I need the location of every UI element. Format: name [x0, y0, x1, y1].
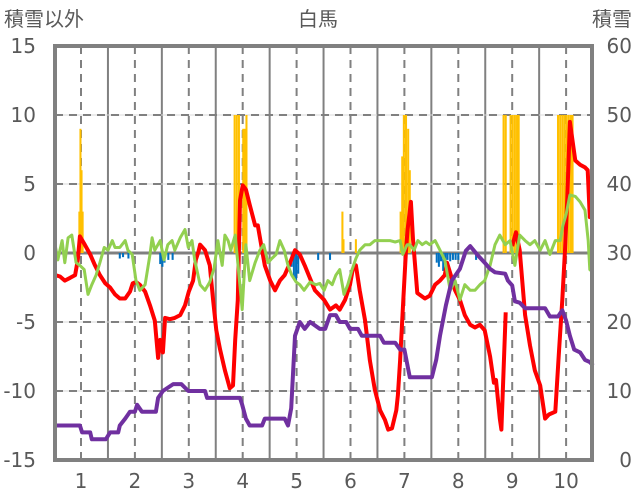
bar-negative — [127, 253, 130, 259]
x-tick-label: 5 — [290, 469, 303, 493]
bar-positive — [404, 115, 408, 253]
x-tick-label: 10 — [553, 469, 578, 493]
left-tick-label: -10 — [3, 379, 36, 403]
left-tick-label: -5 — [16, 310, 36, 334]
bar-positive — [504, 115, 507, 253]
x-tick-label: 2 — [129, 469, 142, 493]
bar-negative — [440, 253, 443, 262]
bar-positive — [407, 128, 410, 253]
bar-negative — [442, 253, 445, 271]
bar-negative — [437, 253, 440, 267]
bar-positive — [81, 211, 84, 253]
series-line-purple — [55, 244, 595, 442]
bar-positive — [571, 115, 574, 253]
plot-border — [53, 44, 594, 462]
left-tick-label: 15 — [11, 34, 36, 58]
x-tick-label: 1 — [75, 469, 88, 493]
x-tick-label: 4 — [236, 469, 249, 493]
right-tick-label: 30 — [607, 241, 632, 265]
left-tick-label: 10 — [11, 103, 36, 127]
bar-negative — [317, 253, 320, 260]
bar-positive — [78, 211, 81, 253]
x-tick-label: 8 — [452, 469, 465, 493]
bar-positive — [559, 115, 562, 253]
series-line-red — [510, 119, 593, 421]
bar-positive — [341, 211, 344, 253]
bar-positive — [245, 115, 248, 253]
bar-negative — [171, 253, 174, 260]
bar-positive — [235, 115, 238, 253]
bars — [78, 115, 574, 281]
bar-negative — [122, 253, 125, 258]
bar-negative — [297, 253, 300, 274]
bar-positive — [561, 115, 564, 253]
lines — [53, 119, 595, 442]
bar-negative — [118, 253, 121, 259]
x-tick-label: 6 — [344, 469, 357, 493]
right-tick-label: 50 — [607, 103, 632, 127]
left-tick-label: -15 — [3, 448, 36, 472]
bar-positive — [556, 115, 560, 253]
bar-positive — [237, 115, 240, 253]
bar-positive — [354, 239, 357, 253]
bar-negative — [475, 253, 478, 260]
right-tick-label: 20 — [607, 310, 632, 334]
bar-negative — [161, 253, 164, 267]
bar-negative — [449, 253, 452, 262]
series-line-red — [54, 183, 508, 432]
left-tick-label: 0 — [23, 241, 36, 265]
right-tick-label: 10 — [607, 379, 632, 403]
bar-positive — [399, 211, 402, 253]
left-tick-label: 5 — [23, 172, 36, 196]
bar-positive — [80, 170, 83, 253]
bar-positive — [79, 128, 82, 253]
bar-negative — [328, 253, 332, 260]
series-line-green — [53, 193, 594, 312]
x-tick-label: 7 — [398, 469, 411, 493]
bar-positive — [563, 115, 566, 253]
bar-negative — [444, 253, 447, 260]
bar-positive — [402, 115, 405, 253]
bar-positive — [569, 115, 572, 253]
bar-positive — [513, 115, 516, 253]
right-axis-label: 積雪 — [592, 7, 632, 31]
bar-negative — [454, 253, 457, 260]
bar-negative — [292, 253, 295, 278]
left-axis-label: 積雪以外 — [4, 7, 84, 31]
bar-negative — [167, 253, 170, 260]
bar-positive — [516, 115, 519, 253]
bar-positive — [401, 156, 404, 253]
bar-negative — [159, 253, 162, 265]
bar-negative — [446, 253, 449, 260]
bar-positive — [502, 115, 505, 253]
chart-title: 白馬 — [298, 7, 338, 31]
bar-positive — [233, 115, 236, 253]
bar-positive — [517, 115, 520, 253]
x-tick-label: 3 — [182, 469, 195, 493]
bar-negative — [295, 253, 298, 281]
right-tick-label: 60 — [607, 34, 632, 58]
bar-negative — [435, 253, 438, 263]
bar-positive — [511, 115, 514, 253]
right-tick-label: 40 — [607, 172, 632, 196]
bar-positive — [342, 239, 345, 253]
gridlines — [55, 46, 592, 460]
right-tick-label: 0 — [619, 448, 632, 472]
bar-positive — [509, 115, 512, 253]
x-tick-label: 9 — [506, 469, 519, 493]
bar-negative — [451, 253, 454, 260]
bar-negative — [457, 253, 460, 260]
